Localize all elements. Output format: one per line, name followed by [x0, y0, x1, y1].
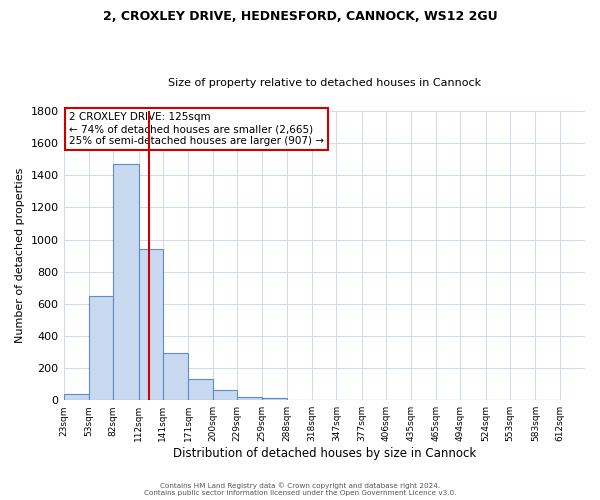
Bar: [212, 390, 237, 400]
Bar: [262, 398, 287, 400]
Bar: [113, 164, 139, 400]
X-axis label: Distribution of detached houses by size in Cannock: Distribution of detached houses by size …: [173, 447, 476, 460]
Bar: [64, 394, 89, 400]
Title: Size of property relative to detached houses in Cannock: Size of property relative to detached ho…: [168, 78, 481, 88]
Y-axis label: Number of detached properties: Number of detached properties: [15, 168, 25, 344]
Text: Contains public sector information licensed under the Open Government Licence v3: Contains public sector information licen…: [144, 490, 456, 496]
Text: 2 CROXLEY DRIVE: 125sqm
← 74% of detached houses are smaller (2,665)
25% of semi: 2 CROXLEY DRIVE: 125sqm ← 74% of detache…: [69, 112, 324, 146]
Text: 2, CROXLEY DRIVE, HEDNESFORD, CANNOCK, WS12 2GU: 2, CROXLEY DRIVE, HEDNESFORD, CANNOCK, W…: [103, 10, 497, 23]
Text: Contains HM Land Registry data © Crown copyright and database right 2024.: Contains HM Land Registry data © Crown c…: [160, 482, 440, 489]
Bar: [163, 353, 188, 400]
Bar: [89, 296, 113, 400]
Bar: [188, 380, 212, 400]
Bar: [237, 396, 262, 400]
Bar: [139, 249, 163, 400]
